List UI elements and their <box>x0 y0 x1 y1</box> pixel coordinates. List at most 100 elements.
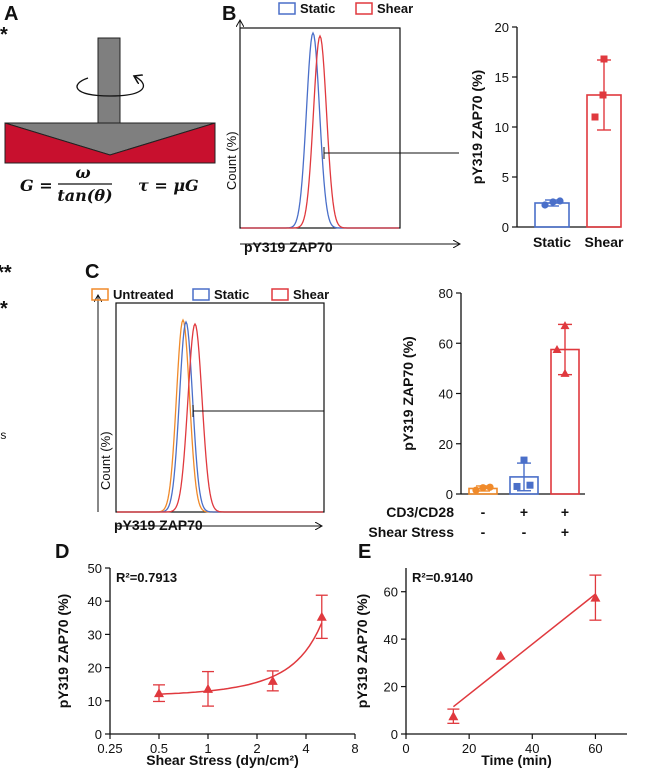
data-point <box>549 198 557 206</box>
y-tick-label: 30 <box>88 627 102 642</box>
y-tick-label: 5 <box>502 170 509 185</box>
y-axis-label: Count (%) <box>224 131 239 190</box>
row-value: + <box>561 524 569 540</box>
panel-c: C Count (%) pY319 ZAP70 Untreated Static She… <box>0 261 585 540</box>
data-point <box>541 201 549 209</box>
x-tick-label: 1 <box>204 741 211 756</box>
c-histogram: Count (%) pY319 ZAP70 Untreated Static Shear <box>91 287 329 533</box>
y-tick-label: 20 <box>384 680 398 695</box>
x-tick-label: 0.5 <box>150 741 168 756</box>
x-tick-label: 8 <box>351 741 358 756</box>
r-squared-annotation: R²=0.9140 <box>412 570 473 585</box>
y-tick-label: 20 <box>88 661 102 676</box>
row-label: Shear Stress <box>368 524 454 540</box>
b-bar-chart: 0 5 10 15 20 pY319 ZAP70 (%) Static Shear ** <box>0 20 624 250</box>
y-axis-title: pY319 ZAP70 (%) <box>400 336 416 450</box>
row-value: + <box>561 504 569 520</box>
x-tick-label: 0 <box>402 741 409 756</box>
histogram-curve-shear <box>241 34 399 229</box>
x-axis-title: Time (min) <box>481 752 552 768</box>
legend-label-shear: Shear <box>377 1 413 16</box>
d-scatter: 0 10 20 30 40 50 0.25 0.5 1 2 4 8 Shear Stress (dyn/… <box>55 561 359 768</box>
x-tick-label: 0.25 <box>97 741 122 756</box>
y-tick-label: 50 <box>88 561 102 576</box>
y-tick-label: 20 <box>439 437 453 452</box>
x-tick-label: 4 <box>302 741 309 756</box>
row-value: - <box>481 504 486 520</box>
y-tick-label: 0 <box>95 727 102 742</box>
panel-letter-d: D <box>55 541 69 563</box>
data-point <box>599 91 607 99</box>
e-scatter: 0 20 40 60 0 20 40 60 Time (min) pY319 ZAP70 (%) R… <box>354 568 627 768</box>
panel-letter-c: C <box>85 261 99 283</box>
y-tick-label: 10 <box>495 120 509 135</box>
plot-frame <box>239 27 401 229</box>
data-point <box>520 456 528 464</box>
y-axis-title: pY319 ZAP70 (%) <box>469 70 485 184</box>
legend-swatch-static <box>192 288 210 301</box>
fit-curve <box>158 622 323 695</box>
row-value: - <box>522 524 527 540</box>
x-tick-label: 60 <box>588 741 602 756</box>
legend-label-static: Static <box>300 1 335 16</box>
data-point <box>154 688 164 698</box>
data-point <box>591 113 599 121</box>
x-tick-label: 20 <box>462 741 476 756</box>
plate-fluid <box>4 122 216 164</box>
data-point <box>560 321 570 330</box>
panel-a: A G = ω tan(θ) τ = μG <box>4 3 216 205</box>
data-point <box>552 345 562 354</box>
legend-label-static: Static <box>214 287 249 302</box>
significance-label: ** <box>0 298 8 320</box>
y-axis-title: pY319 ZAP70 (%) <box>354 594 370 708</box>
legend-swatch-static <box>278 2 296 15</box>
legend-label-untreated: Untreated <box>113 287 174 302</box>
r-squared-annotation: R²=0.7913 <box>116 570 177 585</box>
formula-g-num: ω <box>75 163 90 182</box>
legend-label-shear: Shear <box>293 287 329 302</box>
y-axis-label: Count (%) <box>98 431 113 490</box>
panel-b: B Count (%) pY319 ZAP70 Static Shear 0 5 10 15… <box>0 1 624 255</box>
x-axis-label: pY319 ZAP70 <box>114 517 203 533</box>
panel-e: E 0 20 40 60 0 20 40 60 Time (min) pY319 ZAP70 (%… <box>354 541 627 768</box>
category-label: Shear <box>585 234 624 250</box>
histogram-curve-static <box>241 31 399 229</box>
data-point <box>513 482 521 490</box>
significance-label: ** <box>0 24 8 46</box>
data-point <box>526 481 534 489</box>
y-tick-label: 40 <box>384 632 398 647</box>
data-point <box>203 683 213 693</box>
significance-label: *** <box>0 262 12 284</box>
cone-shaft <box>97 37 121 125</box>
panel-letter-e: E <box>358 541 371 563</box>
significance-label: ns <box>0 428 6 442</box>
fit-curve <box>452 593 596 708</box>
histogram-curve-static <box>117 320 323 513</box>
plot-frame <box>115 302 325 513</box>
legend-swatch-shear <box>271 288 289 301</box>
y-tick-label: 60 <box>384 585 398 600</box>
b-histogram: Count (%) pY319 ZAP70 Static Shear <box>224 1 460 255</box>
y-tick-label: 60 <box>439 336 453 351</box>
data-point <box>560 368 570 377</box>
panel-letter-b: B <box>222 3 236 25</box>
data-point <box>316 611 327 621</box>
x-tick-label: 40 <box>525 741 539 756</box>
y-tick-label: 80 <box>439 286 453 301</box>
histogram-curve-shear <box>117 322 323 513</box>
data-point <box>472 486 480 494</box>
x-tick-label: 2 <box>253 741 260 756</box>
panel-d: D 0 10 20 30 40 50 0.25 0.5 1 2 4 8 Shear Stress (dy… <box>55 541 359 768</box>
histogram-curve-untreated <box>117 318 323 513</box>
y-tick-label: 15 <box>495 70 509 85</box>
y-tick-label: 40 <box>439 387 453 402</box>
formula-g-lhs: G = <box>20 176 53 195</box>
rotation-arrow-icon <box>76 76 144 97</box>
y-tick-label: 0 <box>446 487 453 502</box>
y-tick-label: 10 <box>88 694 102 709</box>
y-tick-label: 0 <box>391 727 398 742</box>
x-axis-label: pY319 ZAP70 <box>244 239 333 255</box>
y-axis-title: pY319 ZAP70 (%) <box>55 594 71 708</box>
data-point <box>486 483 494 491</box>
